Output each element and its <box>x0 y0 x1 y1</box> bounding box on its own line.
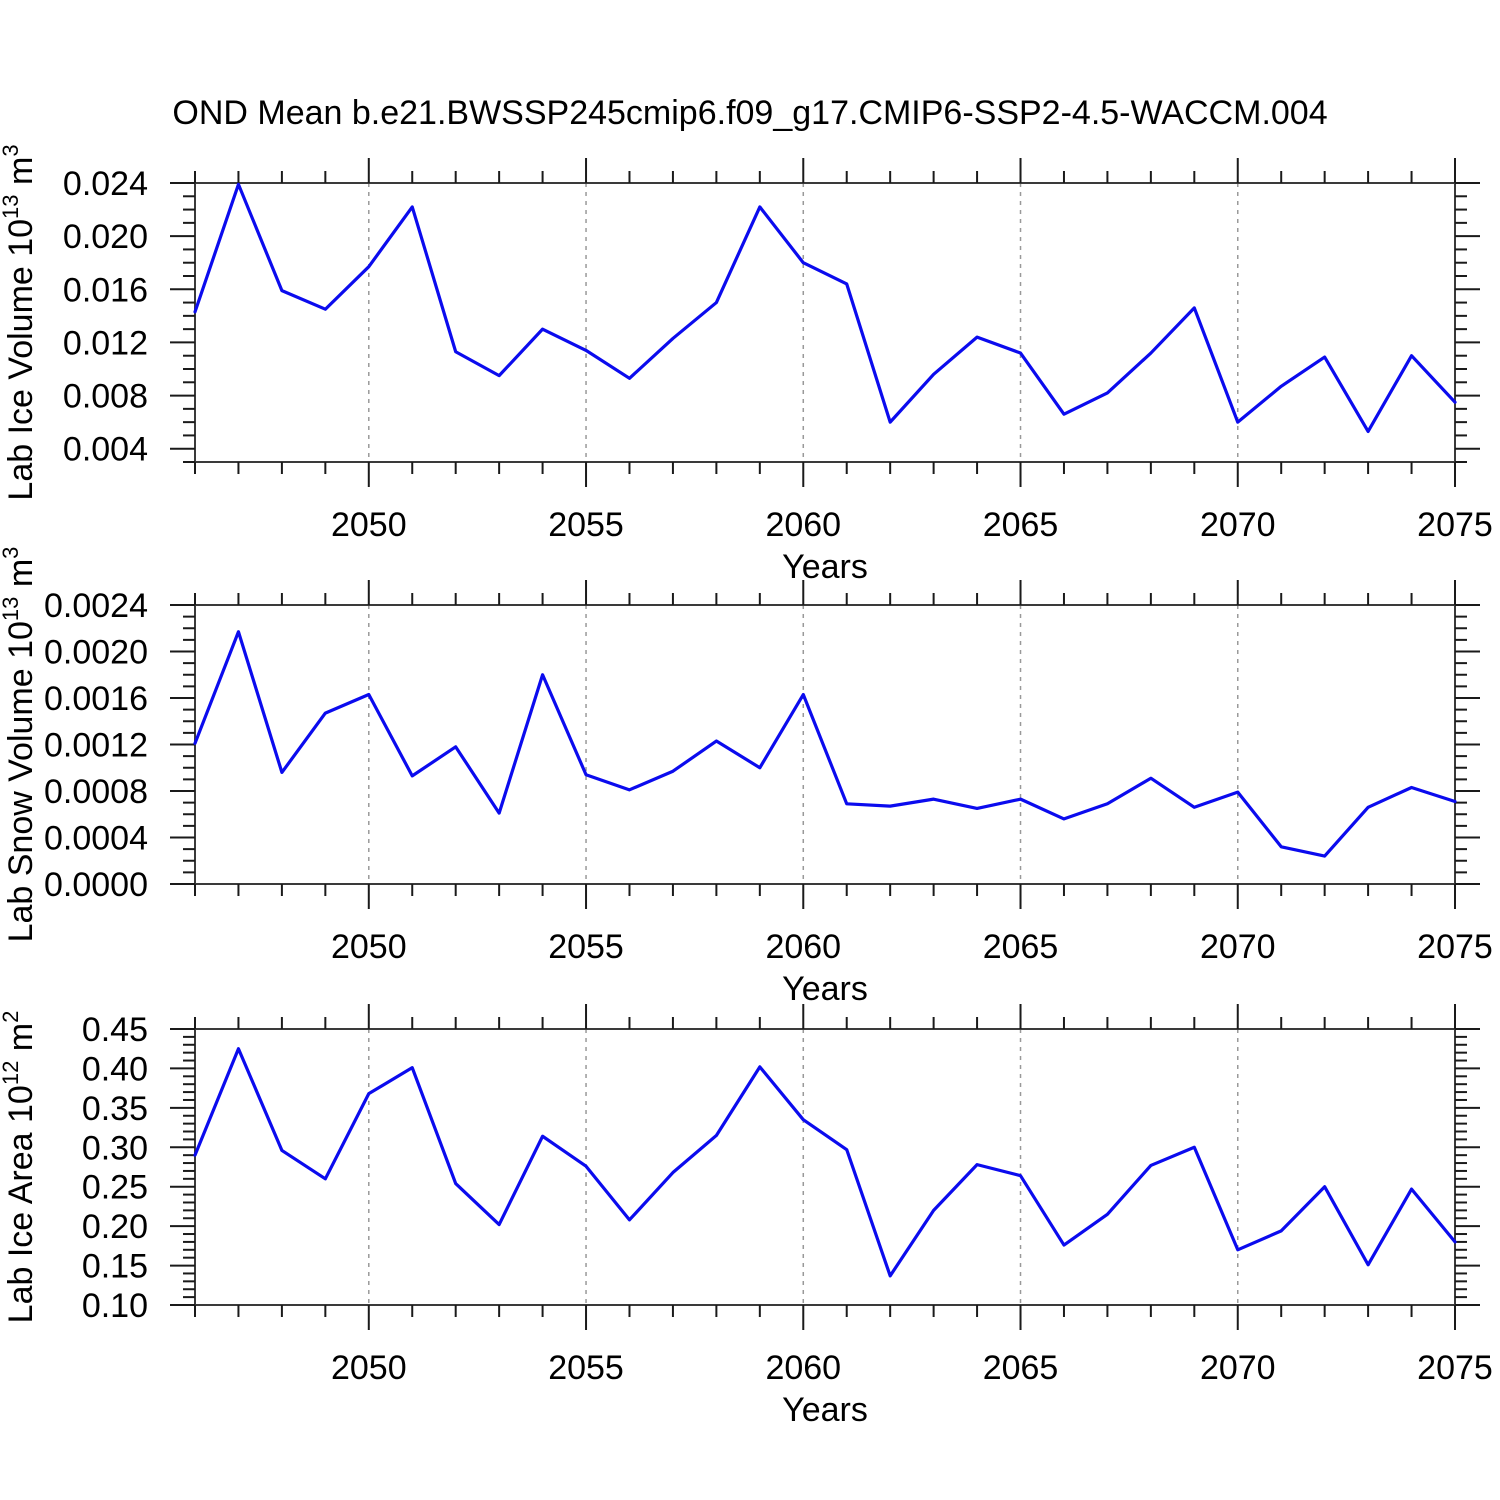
x-tick-label: 2065 <box>983 928 1059 966</box>
y-tick-label: 0.20 <box>82 1208 148 1246</box>
y-tick-label: 0.30 <box>82 1129 148 1167</box>
x-tick-label: 2060 <box>765 928 841 966</box>
x-axis-title: Years <box>782 970 868 1008</box>
y-tick-label: 0.016 <box>63 271 148 309</box>
y-axis-title: Lab Ice Area 1012 m2 <box>0 1011 40 1324</box>
y-tick-label: 0.0016 <box>44 680 148 718</box>
chart-title: OND Mean b.e21.BWSSP245cmip6.f09_g17.CMI… <box>172 94 1327 132</box>
data-line-lab-ice-volume <box>193 182 1457 434</box>
x-tick-label: 2055 <box>548 1349 624 1387</box>
x-tick-label: 2055 <box>548 928 624 966</box>
x-tick-label: 2070 <box>1200 506 1276 544</box>
x-tick-label: 2060 <box>765 1349 841 1387</box>
y-tick-label: 0.35 <box>82 1090 148 1128</box>
y-tick-label: 0.008 <box>63 378 148 416</box>
panel-frame <box>194 182 1456 463</box>
y-tick-label: 0.0012 <box>44 727 148 765</box>
panel-lab-ice-volume: 0.004 0.008 0.012 0.016 0.020 0.024 2050 2055 20… <box>0 144 1493 586</box>
x-tick-label: 2065 <box>983 1349 1059 1387</box>
y-tick-label: 0.0004 <box>44 820 148 858</box>
x-tick-label: 2070 <box>1200 1349 1276 1387</box>
y-tick-label: 0.024 <box>63 165 148 203</box>
x-tick-label: 2075 <box>1417 506 1493 544</box>
x-tick-label: 2070 <box>1200 928 1276 966</box>
panels-root: 0.004 0.008 0.012 0.016 0.020 0.024 2050 2055 20… <box>0 144 1493 1429</box>
x-axis-title: Years <box>782 1391 868 1429</box>
x-tick-label: 2050 <box>331 506 407 544</box>
y-tick-label: 0.25 <box>82 1169 148 1207</box>
y-tick-label: 0.0024 <box>44 587 148 625</box>
y-axis-title: Lab Snow Volume 1013 m3 <box>0 547 40 943</box>
y-axis-title: Lab Ice Volume 1013 m3 <box>0 144 40 500</box>
y-tick-label: 0.45 <box>82 1011 148 1049</box>
y-tick-label: 0.15 <box>82 1248 148 1286</box>
x-axis-title: Years <box>782 548 868 586</box>
x-tick-label: 2060 <box>765 506 841 544</box>
y-tick-label: 0.10 <box>82 1287 148 1325</box>
y-tick-label: 0.004 <box>63 431 148 469</box>
x-tick-label: 2050 <box>331 928 407 966</box>
y-tick-label: 0.0000 <box>44 866 148 904</box>
panel-lab-ice-area: 0.100.150.200.250.300.350.400.45 2050 2055… <box>0 1004 1493 1429</box>
y-tick-label: 0.012 <box>63 324 148 362</box>
x-tick-label: 2050 <box>331 1349 407 1387</box>
y-tick-label: 0.40 <box>82 1050 148 1088</box>
y-tick-label: 0.020 <box>63 218 148 256</box>
x-tick-label: 2075 <box>1417 928 1493 966</box>
data-line-lab-ice-area <box>193 1047 1457 1278</box>
panel-frame <box>194 1028 1456 1306</box>
y-tick-label: 0.0020 <box>44 634 148 672</box>
data-line-lab-snow-volume <box>193 630 1457 858</box>
panel-lab-snow-volume: 0.0000 0.0004 0.0008 0.0012 0.0016 0.0020 0.00… <box>0 547 1493 1008</box>
x-tick-label: 2055 <box>548 506 624 544</box>
x-tick-label: 2075 <box>1417 1349 1493 1387</box>
y-tick-label: 0.0008 <box>44 773 148 811</box>
x-tick-label: 2065 <box>983 506 1059 544</box>
